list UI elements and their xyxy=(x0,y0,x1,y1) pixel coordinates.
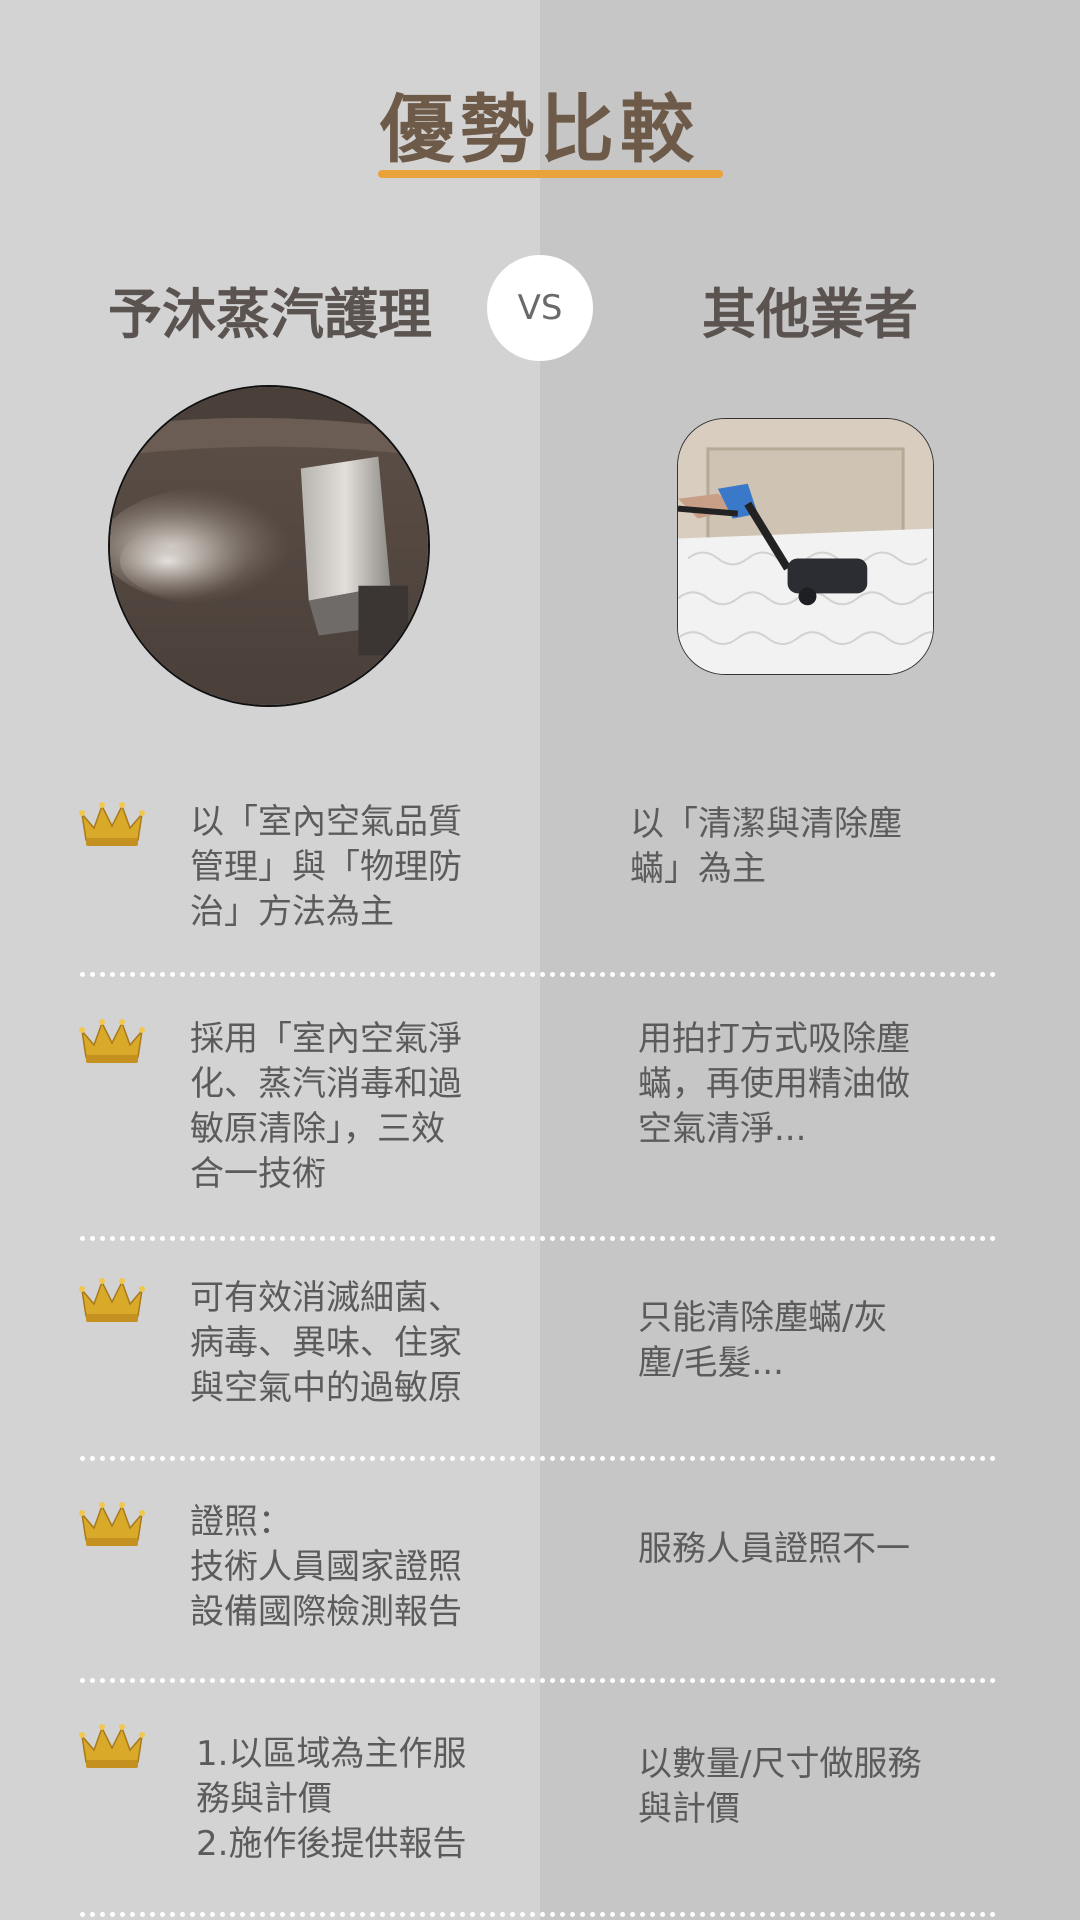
competitor-text: 以「清潔與清除塵 蟎」為主 xyxy=(630,804,902,889)
crown-icon xyxy=(79,1019,145,1063)
title-underline xyxy=(378,170,723,178)
competitor-text: 用拍打方式吸除塵 蟎，再使用精油做 空氣清淨... xyxy=(638,1019,910,1149)
competitor-text: 只能清除塵蟎/灰 塵/毛髮... xyxy=(638,1298,888,1383)
row-divider xyxy=(80,972,996,977)
mattress-vacuum-photo xyxy=(677,418,934,675)
page-title: 優勢比較 xyxy=(380,87,700,173)
our-advantage-text: 1.以區域為主作服 務與計價 2.施作後提供報告 xyxy=(196,1734,467,1864)
competitor-text: 服務人員證照不一 xyxy=(638,1529,910,1569)
our-advantage-text: 採用「室內空氣淨 化、蒸汽消毒和過 敏原清除」，三效 合一技術 xyxy=(190,1019,462,1194)
right-heading: 其他業者 xyxy=(702,283,918,346)
row-divider xyxy=(80,1912,996,1917)
crown-icon xyxy=(79,802,145,846)
competitor-text: 以數量/尺寸做服務 與計價 xyxy=(638,1744,922,1829)
our-advantage-text: 以「室內空氣品質 管理」與「物理防 治」方法為主 xyxy=(190,802,462,932)
crown-icon xyxy=(79,1278,145,1322)
our-advantage-text: 可有效消滅細菌、 病毒、異味、住家 與空氣中的過敏原 xyxy=(190,1278,462,1408)
left-heading: 予沐蒸汽護理 xyxy=(108,283,432,346)
row-divider xyxy=(80,1236,996,1241)
crown-icon xyxy=(79,1724,145,1768)
vs-badge: VS xyxy=(487,255,593,361)
row-divider xyxy=(80,1456,996,1461)
our-advantage-text: 證照： 技術人員國家證照 設備國際檢測報告 xyxy=(190,1502,462,1632)
steam-cleaning-sofa-photo xyxy=(108,385,430,707)
row-divider xyxy=(80,1678,996,1683)
crown-icon xyxy=(79,1502,145,1546)
right-column-background xyxy=(540,0,1080,1920)
